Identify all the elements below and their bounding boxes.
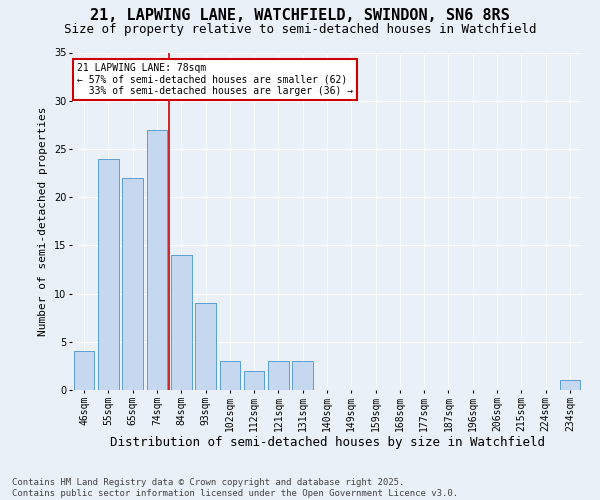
- Text: 21, LAPWING LANE, WATCHFIELD, SWINDON, SN6 8RS: 21, LAPWING LANE, WATCHFIELD, SWINDON, S…: [90, 8, 510, 22]
- Bar: [122, 178, 143, 390]
- Bar: [98, 158, 119, 390]
- Bar: [292, 361, 313, 390]
- Bar: [74, 352, 94, 390]
- Text: Size of property relative to semi-detached houses in Watchfield: Size of property relative to semi-detach…: [64, 22, 536, 36]
- Bar: [195, 303, 216, 390]
- Bar: [560, 380, 580, 390]
- Bar: [171, 255, 191, 390]
- Text: 21 LAPWING LANE: 78sqm
← 57% of semi-detached houses are smaller (62)
  33% of s: 21 LAPWING LANE: 78sqm ← 57% of semi-det…: [77, 62, 353, 96]
- Bar: [220, 361, 240, 390]
- Bar: [244, 370, 265, 390]
- X-axis label: Distribution of semi-detached houses by size in Watchfield: Distribution of semi-detached houses by …: [110, 436, 545, 450]
- Bar: [146, 130, 167, 390]
- Bar: [268, 361, 289, 390]
- Y-axis label: Number of semi-detached properties: Number of semi-detached properties: [38, 106, 49, 336]
- Text: Contains HM Land Registry data © Crown copyright and database right 2025.
Contai: Contains HM Land Registry data © Crown c…: [12, 478, 458, 498]
